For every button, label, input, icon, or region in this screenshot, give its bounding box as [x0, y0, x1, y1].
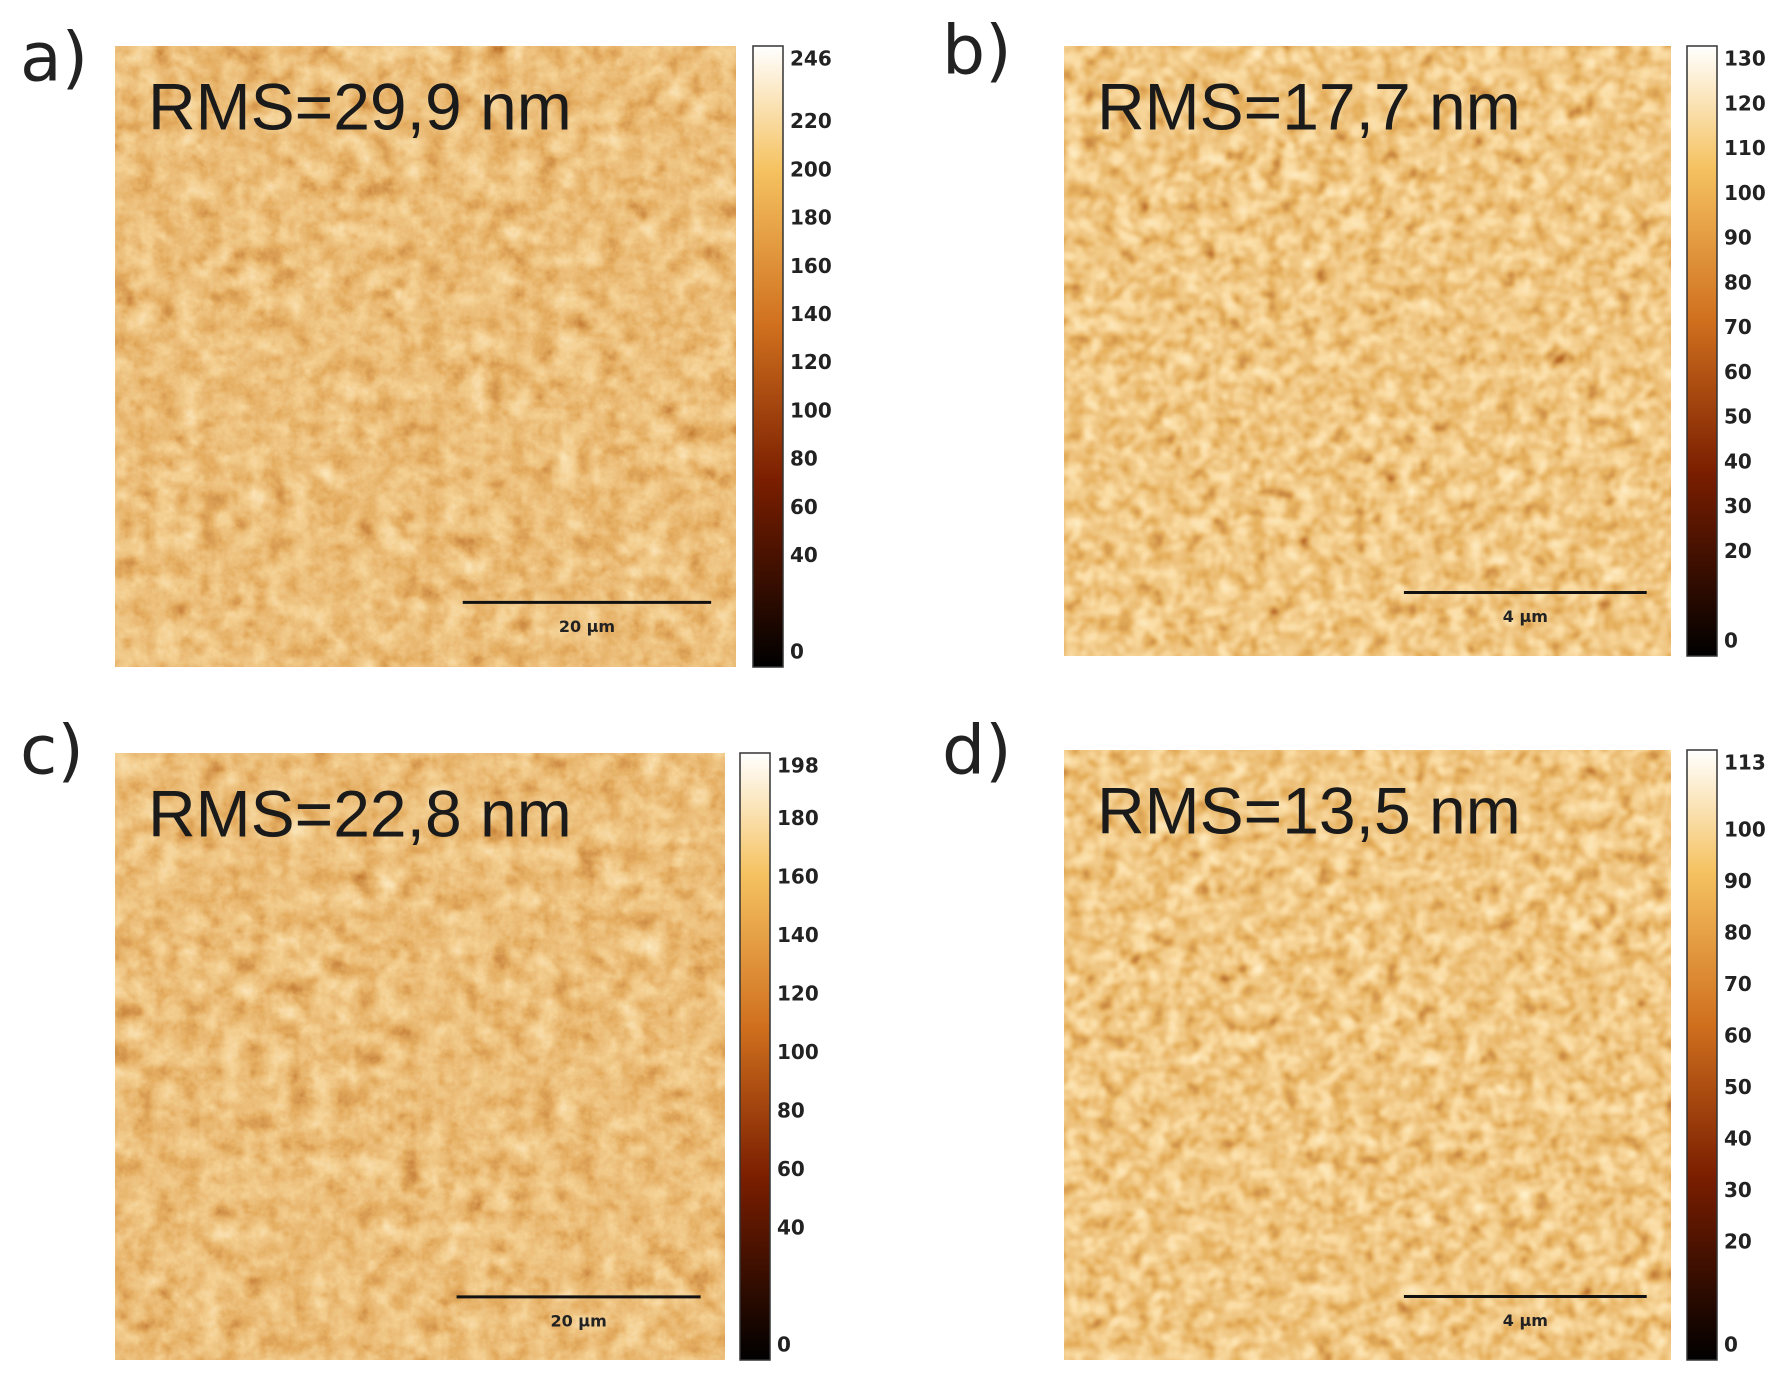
- colorbar-tick-label: 50: [1724, 1075, 1752, 1099]
- colorbar-tick-label: 60: [1724, 1023, 1752, 1047]
- colorbar-tick-label: 20: [1724, 1229, 1752, 1253]
- scale-bar-label: 20 µm: [559, 617, 615, 636]
- rms-label: RMS=29,9 nm: [148, 69, 572, 143]
- colorbar-tick-label: 110: [1724, 136, 1766, 160]
- colorbar-tick-label: 100: [777, 1040, 819, 1064]
- colorbar-tick-label: 100: [1724, 817, 1766, 841]
- panel-label: b): [942, 12, 1012, 91]
- colorbar-tick-label: 40: [1724, 449, 1752, 473]
- colorbar-tick-label: 20: [1724, 539, 1752, 563]
- colorbar-tick-label: 120: [777, 982, 819, 1006]
- colorbar-tick-label: 140: [790, 302, 832, 326]
- colorbar-tick-label: 60: [790, 495, 818, 519]
- scale-bar-label: 4 µm: [1503, 1311, 1548, 1330]
- colorbar-tick-label: 120: [1724, 91, 1766, 115]
- colorbar: [752, 45, 784, 668]
- colorbar-tick-label: 130: [1724, 47, 1766, 71]
- colorbar-tick-label: 113: [1724, 751, 1766, 775]
- colorbar-tick-label: 120: [790, 350, 832, 374]
- colorbar-tick-label: 60: [1724, 360, 1752, 384]
- colorbar-tick-label: 0: [790, 640, 804, 664]
- colorbar-tick-label: 100: [790, 398, 832, 422]
- rms-label: RMS=13,5 nm: [1097, 773, 1521, 847]
- colorbar-tick-label: 40: [790, 543, 818, 567]
- colorbar-tick-label: 90: [1724, 869, 1752, 893]
- colorbar-tick-label: 198: [777, 754, 819, 778]
- colorbar-tick-label: 160: [790, 254, 832, 278]
- colorbar-tick-label: 80: [1724, 920, 1752, 944]
- colorbar-tick-label: 0: [777, 1333, 791, 1357]
- scale-bar-label: 20 µm: [550, 1311, 606, 1330]
- scale-bar-label: 4 µm: [1503, 607, 1548, 626]
- afm-image: [114, 752, 726, 1361]
- afm-image: [1063, 749, 1672, 1361]
- colorbar-tick-label: 40: [1724, 1126, 1752, 1150]
- colorbar-tick-label: 60: [777, 1157, 805, 1181]
- colorbar-tick-label: 246: [790, 47, 832, 71]
- colorbar-tick-label: 80: [1724, 270, 1752, 294]
- colorbar-tick-label: 30: [1724, 1178, 1752, 1202]
- rms-label: RMS=17,7 nm: [1097, 69, 1521, 143]
- panel-label: d): [942, 712, 1012, 791]
- colorbar: [1686, 45, 1718, 657]
- afm-image: [114, 45, 737, 668]
- colorbar-tick-label: 180: [790, 206, 832, 230]
- colorbar-tick-label: 80: [790, 447, 818, 471]
- rms-label: RMS=22,8 nm: [148, 776, 572, 850]
- colorbar-tick-label: 70: [1724, 972, 1752, 996]
- colorbar-tick-label: 140: [777, 923, 819, 947]
- colorbar-tick-label: 180: [777, 806, 819, 830]
- afm-image: [1063, 45, 1672, 657]
- colorbar-tick-label: 90: [1724, 226, 1752, 250]
- colorbar-tick-label: 220: [790, 109, 832, 133]
- panel-label: a): [20, 19, 88, 98]
- colorbar-tick-label: 30: [1724, 494, 1752, 518]
- colorbar-tick-label: 160: [777, 865, 819, 889]
- colorbar-tick-label: 0: [1724, 629, 1738, 653]
- colorbar-tick-label: 0: [1724, 1333, 1738, 1357]
- colorbar-tick-label: 200: [790, 157, 832, 181]
- colorbar-tick-label: 100: [1724, 181, 1766, 205]
- colorbar-tick-label: 70: [1724, 315, 1752, 339]
- colorbar: [739, 752, 771, 1361]
- colorbar: [1686, 749, 1718, 1361]
- panel-label: c): [20, 712, 84, 791]
- colorbar-tick-label: 80: [777, 1099, 805, 1123]
- colorbar-tick-label: 40: [777, 1216, 805, 1240]
- colorbar-tick-label: 50: [1724, 405, 1752, 429]
